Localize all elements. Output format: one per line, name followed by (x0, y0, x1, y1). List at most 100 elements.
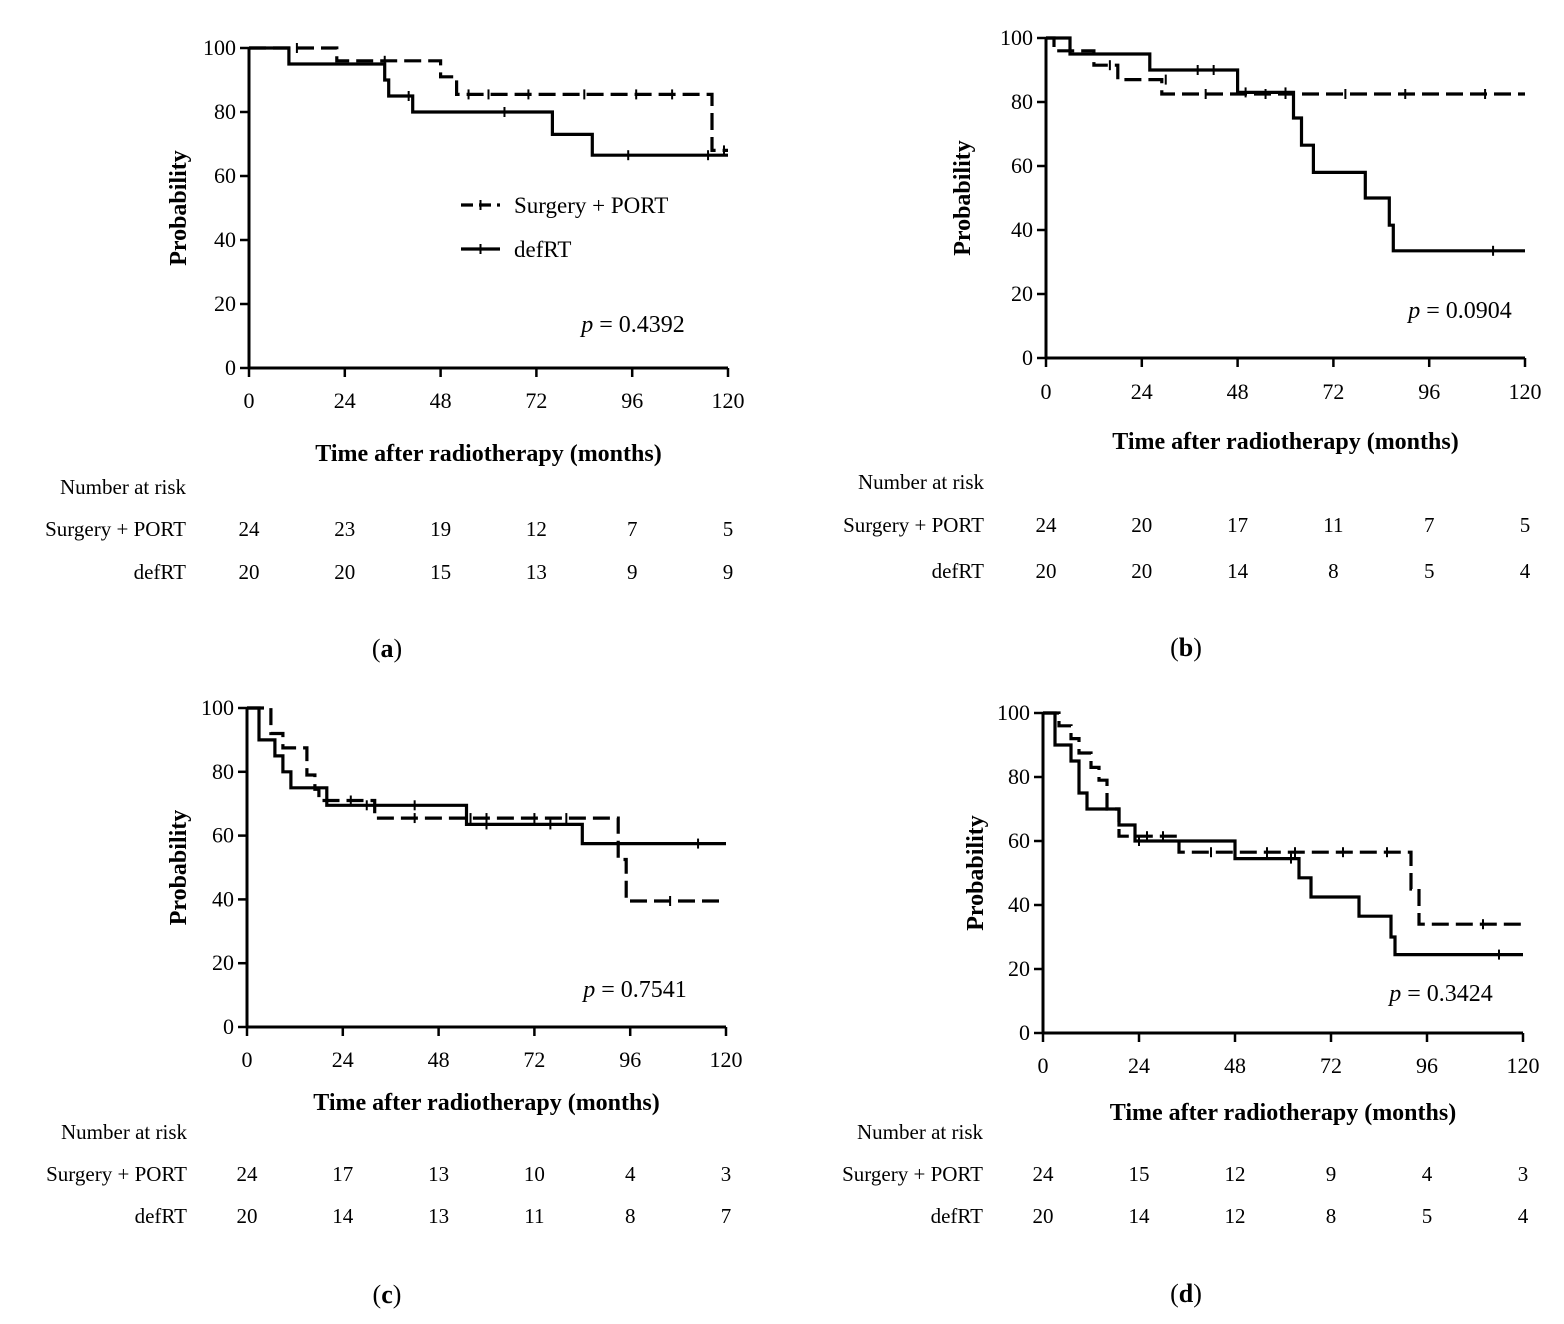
risk-row-label: Surgery + PORT (842, 1162, 983, 1186)
y-tick-label: 20 (1011, 281, 1033, 306)
risk-count: 13 (428, 1204, 449, 1228)
risk-row-label: Surgery + PORT (45, 517, 186, 541)
x-tick-label: 48 (430, 388, 452, 413)
risk-count: 17 (1227, 513, 1248, 537)
y-tick-label: 80 (1008, 764, 1030, 789)
risk-count: 17 (332, 1162, 353, 1186)
risk-count: 4 (1422, 1162, 1433, 1186)
risk-count: 4 (625, 1162, 636, 1186)
risk-count: 23 (334, 517, 355, 541)
y-axis-title: Probability (963, 815, 989, 931)
x-tick-label: 48 (1227, 379, 1249, 404)
risk-count: 13 (428, 1162, 449, 1186)
p-value: p = 0.3424 (1387, 981, 1493, 1007)
risk-count: 8 (1326, 1204, 1337, 1228)
risk-count: 20 (334, 560, 355, 584)
x-tick-label: 96 (621, 388, 643, 413)
panel-label: (c) (373, 1280, 402, 1309)
x-tick-label: 72 (523, 1047, 545, 1072)
y-tick-label: 60 (214, 163, 236, 188)
risk-count: 14 (1129, 1204, 1151, 1228)
x-tick-label: 72 (1322, 379, 1344, 404)
risk-count: 5 (723, 517, 734, 541)
risk-count: 11 (524, 1204, 544, 1228)
risk-count: 7 (1424, 513, 1435, 537)
x-tick-label: 24 (1131, 379, 1153, 404)
risk-count: 15 (1129, 1162, 1150, 1186)
y-tick-label: 40 (214, 227, 236, 252)
y-tick-label: 80 (214, 99, 236, 124)
risk-count: 9 (723, 560, 734, 584)
risk-count: 20 (237, 1204, 258, 1228)
x-tick-label: 24 (1128, 1053, 1150, 1078)
p-value: p = 0.7541 (581, 977, 687, 1003)
risk-count: 19 (430, 517, 451, 541)
defrt-curve (1043, 711, 1523, 957)
risk-count: 5 (1422, 1204, 1433, 1228)
risk-count: 4 (1520, 559, 1531, 583)
panel-label: (b) (1170, 633, 1202, 662)
y-tick-label: 100 (997, 700, 1030, 725)
x-tick-label: 96 (1416, 1053, 1438, 1078)
x-tick-label: 24 (332, 1047, 354, 1072)
x-tick-label: 24 (334, 388, 356, 413)
risk-row-label: defRT (134, 560, 187, 584)
x-axis-title: Time after radiotherapy (months) (1110, 1100, 1456, 1126)
risk-table-title: Number at risk (857, 1120, 983, 1144)
x-tick-label: 0 (1038, 1053, 1049, 1078)
x-tick-label: 72 (1320, 1053, 1342, 1078)
risk-count: 20 (1033, 1204, 1054, 1228)
risk-count: 7 (721, 1204, 732, 1228)
risk-count: 12 (1225, 1204, 1246, 1228)
y-axis-title: Probability (166, 150, 192, 266)
risk-row-label: defRT (931, 1204, 984, 1228)
y-tick-label: 80 (212, 759, 234, 784)
y-tick-label: 20 (214, 291, 236, 316)
panel-a: 0 20 40 60 80 100 0 24 48 72 96 120 Time after radio… (45, 35, 744, 663)
legend-label-defrt: defRT (514, 237, 571, 262)
defrt-curve (1046, 36, 1525, 253)
y-tick-label: 60 (1008, 828, 1030, 853)
risk-count: 20 (1131, 559, 1152, 583)
panel-label: (d) (1170, 1279, 1202, 1308)
x-tick-label: 72 (525, 388, 547, 413)
surgery-port-curve (247, 706, 726, 903)
x-tick-label: 48 (428, 1047, 450, 1072)
risk-count: 13 (526, 560, 547, 584)
y-axis-title: Probability (950, 140, 976, 256)
defrt-curve (247, 706, 726, 846)
risk-row-label: defRT (932, 559, 985, 583)
y-tick-label: 80 (1011, 89, 1033, 114)
y-tick-label: 60 (212, 823, 234, 848)
risk-count: 10 (524, 1162, 545, 1186)
risk-row-label: defRT (135, 1204, 188, 1228)
risk-table-title: Number at risk (61, 1120, 187, 1144)
risk-count: 15 (430, 560, 451, 584)
x-tick-label: 120 (710, 1047, 743, 1072)
risk-row-label: Surgery + PORT (46, 1162, 187, 1186)
risk-count: 24 (237, 1162, 259, 1186)
risk-count: 3 (721, 1162, 732, 1186)
y-tick-label: 100 (1000, 25, 1033, 50)
risk-count: 9 (1326, 1162, 1337, 1186)
risk-count: 4 (1518, 1204, 1529, 1228)
legend-label-surgery-port: Surgery + PORT (514, 193, 668, 218)
y-axis-title: Probability (166, 810, 192, 926)
x-tick-label: 0 (242, 1047, 253, 1072)
x-tick-label: 48 (1224, 1053, 1246, 1078)
x-tick-label: 120 (1509, 379, 1542, 404)
x-axis-title: Time after radiotherapy (months) (315, 441, 661, 467)
y-tick-label: 40 (1011, 217, 1033, 242)
x-axis-title: Time after radiotherapy (months) (313, 1090, 659, 1116)
y-tick-label: 40 (212, 886, 234, 911)
risk-table-title: Number at risk (858, 470, 984, 494)
y-tick-label: 0 (225, 355, 236, 380)
x-tick-label: 120 (1507, 1053, 1540, 1078)
risk-count: 5 (1520, 513, 1531, 537)
risk-count: 20 (1036, 559, 1057, 583)
x-tick-label: 96 (1418, 379, 1440, 404)
y-tick-label: 20 (1008, 956, 1030, 981)
y-tick-label: 100 (201, 695, 234, 720)
risk-count: 9 (627, 560, 638, 584)
